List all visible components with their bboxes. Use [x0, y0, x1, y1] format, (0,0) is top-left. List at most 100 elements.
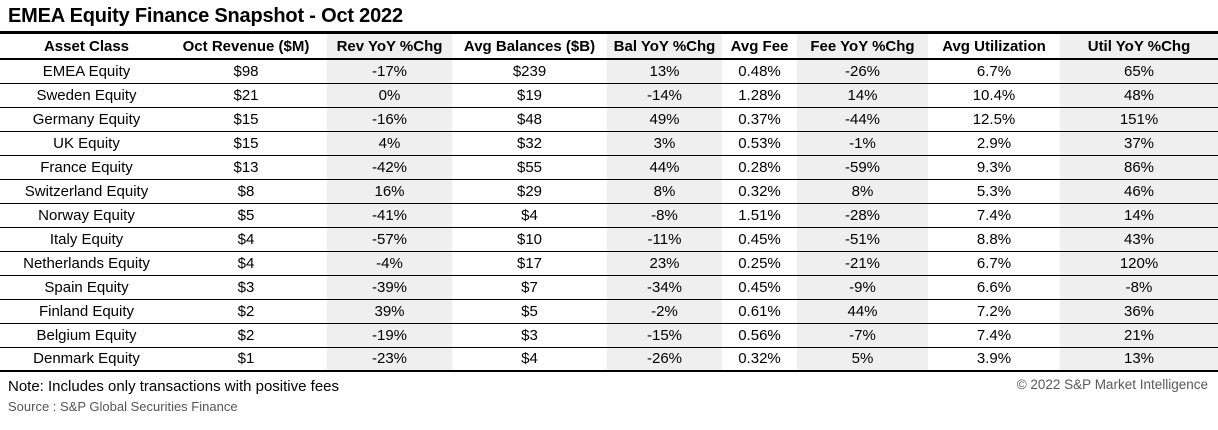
column-header-bal-yoy-chg: Bal YoY %Chg — [607, 34, 722, 60]
value-cell: 8.8% — [928, 227, 1060, 252]
value-cell: 49% — [607, 107, 722, 132]
value-cell: 5.3% — [928, 179, 1060, 204]
value-cell: $4 — [452, 203, 607, 228]
value-cell: -14% — [607, 83, 722, 108]
table-row: Switzerland Equity $8 16% $29 8% 0.32% 8% 5.3% 4… — [0, 179, 1218, 204]
value-cell: 9.3% — [928, 155, 1060, 180]
table-row: Italy Equity $4 -57% $10 -11% 0.45% -51% 8.8% 43… — [0, 227, 1218, 252]
value-cell: $48 — [452, 107, 607, 132]
value-cell: 0.32% — [722, 347, 797, 372]
table-body: EMEA Equity $98 -17% $239 13% 0.48% -26% 6.7% 65… — [0, 59, 1218, 372]
value-cell: -39% — [327, 275, 452, 300]
value-cell: 0.48% — [722, 59, 797, 84]
value-cell: -8% — [607, 203, 722, 228]
value-cell: $2 — [165, 323, 327, 348]
value-cell: $4 — [165, 251, 327, 276]
value-cell: $98 — [165, 59, 327, 84]
header-row: Asset Class Oct Revenue ($M) Rev YoY %Chg A… — [0, 34, 1218, 60]
column-header-avg-balances-b: Avg Balances ($B) — [452, 34, 607, 60]
value-cell: -8% — [1060, 275, 1218, 300]
value-cell: 3.9% — [928, 347, 1060, 372]
value-cell: 44% — [797, 299, 928, 324]
asset-class-cell: Finland Equity — [0, 299, 165, 324]
value-cell: 48% — [1060, 83, 1218, 108]
value-cell: 0.32% — [722, 179, 797, 204]
asset-class-cell: Switzerland Equity — [0, 179, 165, 204]
value-cell: 7.4% — [928, 203, 1060, 228]
value-cell: 2.9% — [928, 131, 1060, 156]
asset-class-cell: France Equity — [0, 155, 165, 180]
value-cell: $55 — [452, 155, 607, 180]
value-cell: -59% — [797, 155, 928, 180]
value-cell: 44% — [607, 155, 722, 180]
asset-class-cell: Spain Equity — [0, 275, 165, 300]
value-cell: 65% — [1060, 59, 1218, 84]
value-cell: 0.56% — [722, 323, 797, 348]
table-row: EMEA Equity $98 -17% $239 13% 0.48% -26% 6.7% 65… — [0, 59, 1218, 84]
page-title: EMEA Equity Finance Snapshot - Oct 2022 — [0, 0, 1218, 34]
value-cell: 0.45% — [722, 275, 797, 300]
table-row: France Equity $13 -42% $55 44% 0.28% -59% 9.3% 8… — [0, 155, 1218, 180]
value-cell: 0% — [327, 83, 452, 108]
value-cell: 36% — [1060, 299, 1218, 324]
table-row: Norway Equity $5 -41% $4 -8% 1.51% -28% 7.4% 14% — [0, 203, 1218, 228]
value-cell: 7.2% — [928, 299, 1060, 324]
value-cell: 86% — [1060, 155, 1218, 180]
value-cell: -23% — [327, 347, 452, 372]
value-cell: 4% — [327, 131, 452, 156]
value-cell: -51% — [797, 227, 928, 252]
column-header-rev-yoy-chg: Rev YoY %Chg — [327, 34, 452, 60]
value-cell: 39% — [327, 299, 452, 324]
value-cell: -34% — [607, 275, 722, 300]
value-cell: $5 — [165, 203, 327, 228]
value-cell: 6.7% — [928, 251, 1060, 276]
value-cell: -21% — [797, 251, 928, 276]
value-cell: $15 — [165, 131, 327, 156]
note-text: Note: Includes only transactions with po… — [8, 378, 340, 395]
value-cell: 0.53% — [722, 131, 797, 156]
value-cell: 7.4% — [928, 323, 1060, 348]
table-row: Germany Equity $15 -16% $48 49% 0.37% -44% 12.5… — [0, 107, 1218, 132]
value-cell: -42% — [327, 155, 452, 180]
value-cell: $3 — [452, 323, 607, 348]
column-header-fee-yoy-chg: Fee YoY %Chg — [797, 34, 928, 60]
value-cell: 0.61% — [722, 299, 797, 324]
value-cell: 3% — [607, 131, 722, 156]
value-cell: $21 — [165, 83, 327, 108]
value-cell: $13 — [165, 155, 327, 180]
data-table: Asset Class Oct Revenue ($M) Rev YoY %Chg A… — [0, 34, 1218, 372]
value-cell: 8% — [607, 179, 722, 204]
value-cell: $8 — [165, 179, 327, 204]
value-cell: 151% — [1060, 107, 1218, 132]
asset-class-cell: Belgium Equity — [0, 323, 165, 348]
value-cell: 6.6% — [928, 275, 1060, 300]
asset-class-cell: Germany Equity — [0, 107, 165, 132]
value-cell: 1.51% — [722, 203, 797, 228]
value-cell: 37% — [1060, 131, 1218, 156]
table-row: Spain Equity $3 -39% $7 -34% 0.45% -9% 6.6% -8% — [0, 275, 1218, 300]
value-cell: -26% — [607, 347, 722, 372]
value-cell: 23% — [607, 251, 722, 276]
value-cell: -26% — [797, 59, 928, 84]
copyright-text: © 2022 S&P Market Intelligence — [1016, 377, 1208, 392]
value-cell: -2% — [607, 299, 722, 324]
value-cell: -57% — [327, 227, 452, 252]
column-header-avg-utilization: Avg Utilization — [928, 34, 1060, 60]
column-header-util-yoy-chg: Util YoY %Chg — [1060, 34, 1218, 60]
source-text: Source : S&P Global Securities Finance — [8, 399, 238, 414]
value-cell: $239 — [452, 59, 607, 84]
value-cell: 0.37% — [722, 107, 797, 132]
value-cell: 13% — [607, 59, 722, 84]
value-cell: 0.28% — [722, 155, 797, 180]
value-cell: 12.5% — [928, 107, 1060, 132]
table-row: Finland Equity $2 39% $5 -2% 0.61% 44% 7.2% 36% — [0, 299, 1218, 324]
value-cell: 13% — [1060, 347, 1218, 372]
value-cell: 46% — [1060, 179, 1218, 204]
value-cell: 21% — [1060, 323, 1218, 348]
asset-class-cell: Italy Equity — [0, 227, 165, 252]
asset-class-cell: EMEA Equity — [0, 59, 165, 84]
footer: © 2022 S&P Market Intelligence Note: Inc… — [0, 372, 1218, 414]
value-cell: $15 — [165, 107, 327, 132]
value-cell: 14% — [1060, 203, 1218, 228]
